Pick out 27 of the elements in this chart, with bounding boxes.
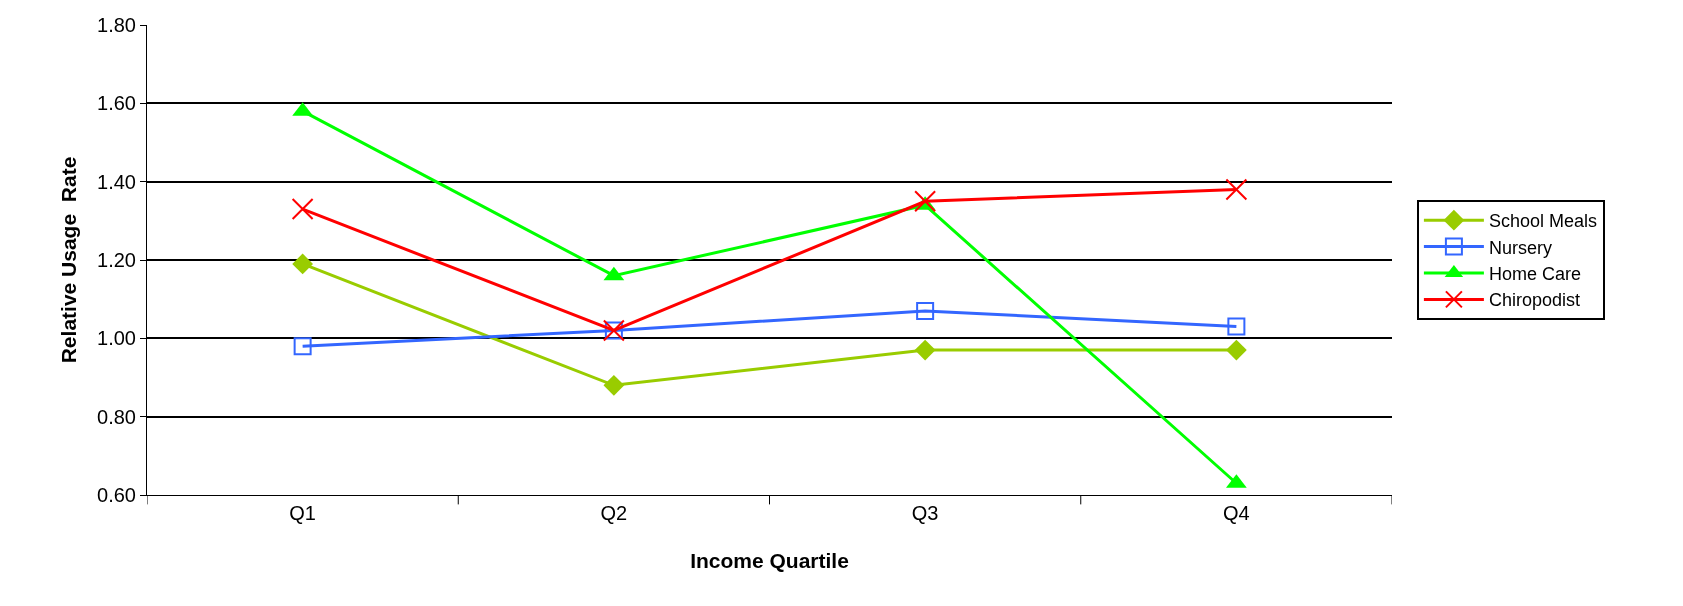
y-tick-label: 1.60 [97, 92, 136, 115]
point [603, 374, 625, 396]
legend-label: Nursery [1488, 237, 1552, 258]
legend-label: Home Care [1488, 264, 1581, 285]
legend-label: School Meals [1488, 211, 1597, 232]
x-tick-label: Q1 [289, 502, 316, 524]
legend-label: Chiropodist [1488, 290, 1580, 311]
point [1225, 178, 1248, 201]
y-tick-label: 1.00 [97, 327, 136, 350]
point [1225, 339, 1247, 361]
point [1227, 317, 1246, 336]
y-tick-label: 1.20 [97, 249, 136, 271]
y-tick-label: 0.80 [97, 405, 136, 428]
x-axis-title: Income Quartile [690, 549, 849, 573]
point [914, 339, 936, 361]
y-tick-label: 1.40 [97, 170, 136, 193]
y-tick-label: 1.80 [97, 14, 136, 36]
y-axis-title: Relative Usage Rate [57, 156, 81, 364]
x-tick-label: Q4 [1223, 502, 1250, 524]
point [293, 337, 312, 356]
point [914, 190, 937, 213]
point [292, 253, 314, 275]
x-tick-label: Q2 [600, 502, 628, 524]
point [291, 198, 314, 221]
y-tick-label: 0.60 [97, 484, 136, 506]
point [916, 301, 935, 320]
x-tick-label: Q3 [911, 502, 939, 524]
